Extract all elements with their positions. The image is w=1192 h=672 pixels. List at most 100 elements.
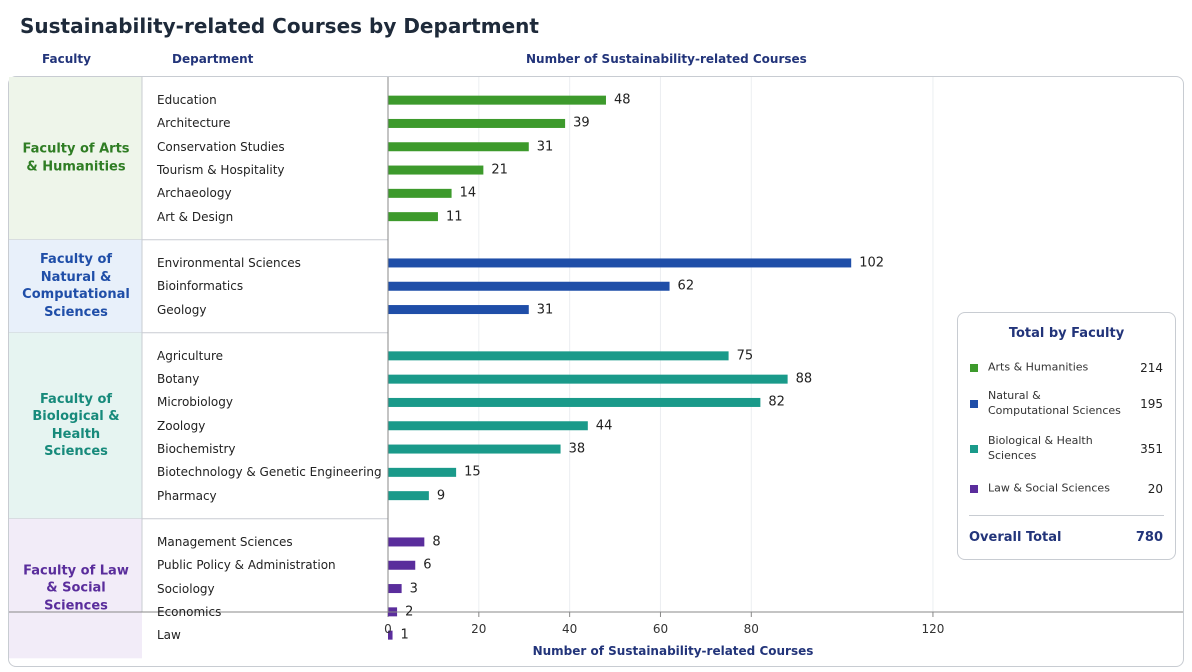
x-axis-label: Number of Sustainability-related Courses [532, 644, 814, 658]
value-label: 39 [573, 115, 590, 131]
x-tick-label: 20 [471, 622, 487, 636]
value-label: 31 [536, 139, 554, 155]
department-label: Public Policy & Administration [157, 558, 336, 573]
bar [388, 165, 484, 175]
legend-swatch [970, 485, 978, 493]
department-label: Biotechnology & Genetic Engineering [157, 465, 382, 480]
department-label: Art & Design [157, 209, 234, 224]
faculty-panel [9, 332, 142, 519]
chart-panel [8, 76, 1184, 667]
value-label: 11 [445, 209, 463, 225]
value-label: 38 [568, 441, 586, 457]
legend-value: 351 [1140, 442, 1163, 456]
x-tick-label: 80 [743, 622, 759, 636]
bar [388, 491, 429, 501]
value-label: 75 [736, 348, 754, 364]
bar [388, 467, 457, 477]
department-label: Tourism & Hospitality [157, 163, 285, 178]
bar [388, 630, 393, 640]
bar [388, 305, 529, 315]
faculty-panel [9, 518, 142, 659]
bar [388, 444, 561, 454]
column-header: Department [172, 52, 254, 66]
bar [388, 212, 438, 222]
value-label: 9 [436, 488, 446, 504]
value-label: 1 [400, 627, 409, 643]
value-label: 2 [405, 604, 414, 620]
bar [388, 374, 788, 384]
legend-value: 214 [1140, 361, 1163, 375]
legend-label: Biological & Health Sciences [988, 434, 1093, 462]
department-label: Botany [157, 372, 200, 387]
chart-title: Sustainability-related Courses by Depart… [20, 14, 539, 38]
value-label: 62 [677, 278, 695, 294]
department-label: Law [157, 628, 181, 643]
department-label: Architecture [157, 116, 231, 131]
value-label: 15 [464, 464, 481, 480]
value-label: 3 [409, 581, 418, 597]
x-tick-label: 40 [562, 622, 578, 636]
legend [957, 312, 1176, 560]
faculty-label: Faculty of Natural & Computational Scien… [22, 252, 130, 320]
department-label: Education [157, 93, 217, 108]
legend-label: Arts & Humanities [988, 360, 1089, 374]
value-label: 31 [536, 302, 554, 318]
bar [388, 188, 452, 198]
department-label: Management Sciences [157, 534, 293, 549]
bar [388, 421, 588, 431]
value-label: 82 [768, 394, 785, 410]
legend-title: Total by Faculty [1008, 326, 1125, 341]
legend-swatch [970, 445, 978, 453]
department-label: Agriculture [157, 348, 223, 363]
x-tick-label: 0 [384, 622, 392, 636]
bar [388, 351, 729, 361]
bar [388, 258, 852, 268]
department-label: Geology [157, 302, 207, 317]
legend-label: Law & Social Sciences [988, 481, 1110, 495]
department-label: Conservation Studies [157, 139, 285, 154]
department-label: Zoology [157, 418, 206, 433]
legend-divider [969, 515, 1164, 516]
value-label: 14 [459, 185, 477, 201]
department-label: Microbiology [157, 395, 233, 410]
bar [388, 118, 566, 128]
value-label: 48 [613, 92, 631, 108]
x-tick-label: 120 [921, 622, 945, 636]
bar [388, 281, 670, 291]
legend-label: Natural & Computational Sciences [988, 389, 1121, 417]
department-label: Environmental Sciences [157, 255, 301, 270]
bar [388, 95, 606, 105]
department-label: Sociology [157, 581, 215, 596]
bar [388, 537, 425, 547]
value-label: 44 [595, 418, 613, 434]
total-label: Overall Total [969, 530, 1062, 545]
column-header: Number of Sustainability-related Courses [526, 52, 807, 66]
value-label: 6 [423, 557, 432, 573]
legend-swatch [970, 364, 978, 372]
x-tick-label: 60 [652, 622, 669, 636]
total-value: 780 [1135, 530, 1163, 545]
bar [388, 142, 529, 152]
legend-value: 195 [1140, 397, 1163, 411]
value-label: 102 [859, 255, 885, 271]
bar [388, 560, 416, 570]
value-label: 88 [795, 371, 813, 387]
legend-value: 20 [1147, 482, 1163, 496]
faculty-panel [9, 77, 142, 240]
department-label: Archaeology [157, 186, 232, 201]
legend-swatch [970, 400, 978, 408]
bar [388, 584, 402, 594]
value-label: 8 [432, 534, 441, 550]
faculty-label: Faculty of Biological & Health Sciences [32, 391, 120, 460]
department-label: Pharmacy [157, 488, 217, 503]
column-header: Faculty [42, 52, 91, 66]
department-label: Bioinformatics [157, 279, 244, 294]
value-label: 21 [491, 162, 508, 178]
department-label: Biochemistry [157, 442, 236, 457]
faculty-panel [9, 239, 142, 333]
faculty-label: Faculty of Arts & Humanities [22, 141, 130, 175]
faculty-label: Faculty of Law & Social Sciences [23, 563, 129, 614]
bar [388, 397, 761, 407]
